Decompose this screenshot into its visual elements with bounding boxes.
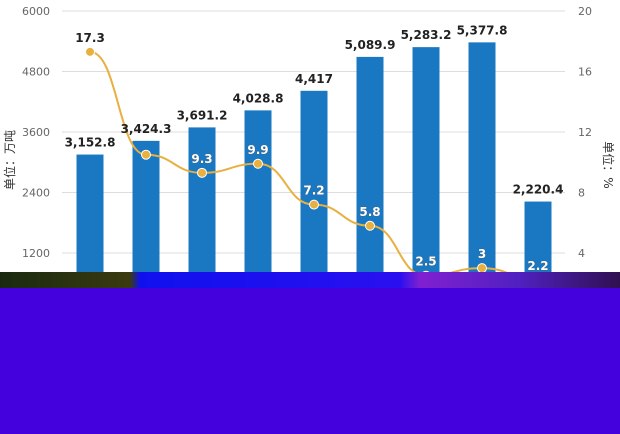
corrupted-image-region bbox=[0, 272, 620, 434]
bar-value-label: 4,417 bbox=[295, 72, 333, 86]
y-tick-label: 1200 bbox=[22, 247, 50, 260]
line-value-label: 2.5 bbox=[415, 255, 436, 269]
y2-tick-label: 16 bbox=[578, 66, 592, 79]
bar-value-label: 3,691.2 bbox=[177, 108, 228, 122]
y-tick-label: 3600 bbox=[22, 126, 50, 139]
line-point bbox=[141, 149, 151, 160]
y2-tick-label: 12 bbox=[578, 126, 592, 139]
line-point bbox=[197, 167, 207, 178]
y-tick-label: 4800 bbox=[22, 66, 50, 79]
line-point bbox=[365, 220, 375, 231]
line-value-label: 5.8 bbox=[359, 205, 380, 219]
line-value-label: 2.2 bbox=[527, 259, 548, 273]
line-point bbox=[85, 46, 95, 57]
bar-value-label: 5,089.9 bbox=[345, 38, 396, 52]
y-axis-label: 单位：万吨 bbox=[2, 130, 17, 190]
y2-axis-label: 单位：% bbox=[601, 141, 616, 188]
line-point bbox=[309, 199, 319, 210]
y-tick-label: 6000 bbox=[22, 5, 50, 18]
line-value-label: 17.3 bbox=[75, 31, 105, 45]
bar bbox=[356, 56, 384, 314]
y-tick-label: 2400 bbox=[22, 187, 50, 200]
line-point bbox=[253, 158, 263, 169]
bar-value-label: 4,028.8 bbox=[233, 91, 284, 105]
y2-tick-label: 20 bbox=[578, 5, 592, 18]
bar-value-label: 2,220.4 bbox=[513, 183, 564, 197]
y2-tick-label: 4 bbox=[578, 247, 585, 260]
line-value-label: 3 bbox=[478, 247, 486, 261]
line-value-label: 9.3 bbox=[191, 152, 212, 166]
bar-value-label: 5,377.8 bbox=[457, 23, 508, 37]
bar-value-label: 3,152.8 bbox=[65, 136, 116, 150]
bar bbox=[412, 47, 440, 314]
y2-tick-label: 8 bbox=[578, 187, 585, 200]
bar-value-label: 5,283.2 bbox=[401, 28, 452, 42]
bar-value-label: 3,424.3 bbox=[121, 122, 172, 136]
line-value-label: 9.9 bbox=[247, 143, 268, 157]
line-value-label: 7.2 bbox=[303, 184, 324, 198]
